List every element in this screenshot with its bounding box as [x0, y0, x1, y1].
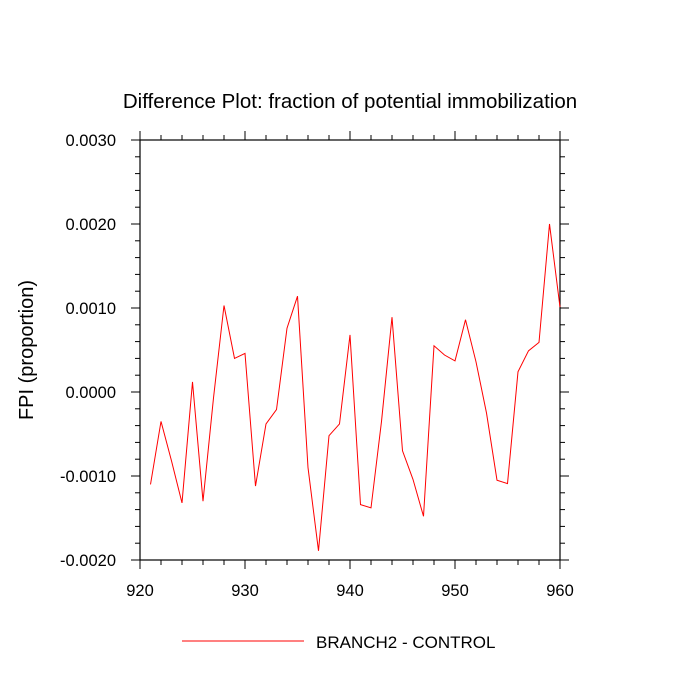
- chart-title: Difference Plot: fraction of potential i…: [123, 90, 577, 113]
- y-tick-label: -0.0020: [60, 552, 116, 570]
- y-tick-label: 0.0010: [66, 300, 116, 318]
- x-tick-label: 920: [126, 582, 154, 600]
- x-tick-label: 940: [336, 582, 364, 600]
- legend-label: BRANCH2 - CONTROL: [316, 633, 495, 652]
- x-tick-labels: 920 930 940 950 960: [126, 582, 574, 600]
- y-tick-label: -0.0010: [60, 468, 116, 486]
- x-tick-label: 960: [546, 582, 574, 600]
- series-line: [150, 223, 561, 551]
- x-tick-label: 930: [231, 582, 259, 600]
- y-tick-label: 0.0030: [66, 132, 116, 150]
- y-tick-label: 0.0000: [66, 384, 116, 402]
- y-tick-labels: -0.0020 -0.0010 0.0000 0.0010 0.0020 0.0030: [60, 132, 116, 570]
- y-axis-label: FPI (proportion): [16, 280, 38, 420]
- legend: BRANCH2 - CONTROL: [182, 633, 495, 652]
- minor-ticks: [135, 135, 565, 565]
- x-tick-label: 950: [441, 582, 469, 600]
- major-ticks: [131, 131, 569, 569]
- y-tick-label: 0.0020: [66, 216, 116, 234]
